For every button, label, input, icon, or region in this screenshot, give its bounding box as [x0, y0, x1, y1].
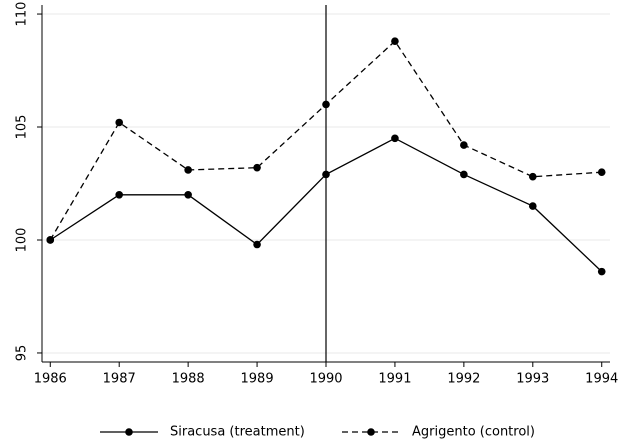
- legend-marker: [125, 428, 133, 436]
- data-point: [115, 118, 124, 127]
- data-point: [597, 168, 606, 177]
- x-tick-label: 1990: [309, 372, 342, 387]
- y-tick-label: 110: [15, 2, 30, 27]
- x-tick-label: 1987: [103, 372, 136, 387]
- data-point: [460, 141, 468, 149]
- legend-marker: [367, 428, 375, 436]
- x-tick-label: 1992: [447, 372, 480, 387]
- y-tick-label: 105: [15, 115, 30, 140]
- data-point: [46, 236, 55, 244]
- x-tick-label: 1989: [241, 372, 274, 387]
- legend-label: Agrigento (control): [412, 425, 535, 440]
- data-point: [391, 134, 399, 143]
- x-tick-label: 1993: [516, 372, 549, 387]
- data-point: [528, 172, 537, 181]
- data-point: [322, 100, 330, 109]
- data-point: [460, 170, 468, 179]
- y-tick-label: 100: [15, 228, 30, 253]
- x-tick-label: 1986: [34, 372, 67, 387]
- data-point: [115, 190, 124, 199]
- x-tick-label: 1991: [378, 372, 411, 387]
- data-point: [322, 170, 330, 179]
- x-tick-label: 1994: [585, 372, 618, 387]
- data-point: [391, 37, 399, 45]
- data-point: [597, 267, 606, 276]
- y-tick-label: 95: [15, 345, 30, 362]
- legend-label: Siracusa (treatment): [170, 425, 305, 440]
- data-point: [253, 240, 261, 249]
- data-point: [184, 190, 192, 199]
- data-point: [184, 166, 192, 174]
- data-point: [528, 202, 537, 210]
- data-point: [253, 163, 261, 172]
- x-tick-label: 1988: [172, 372, 205, 387]
